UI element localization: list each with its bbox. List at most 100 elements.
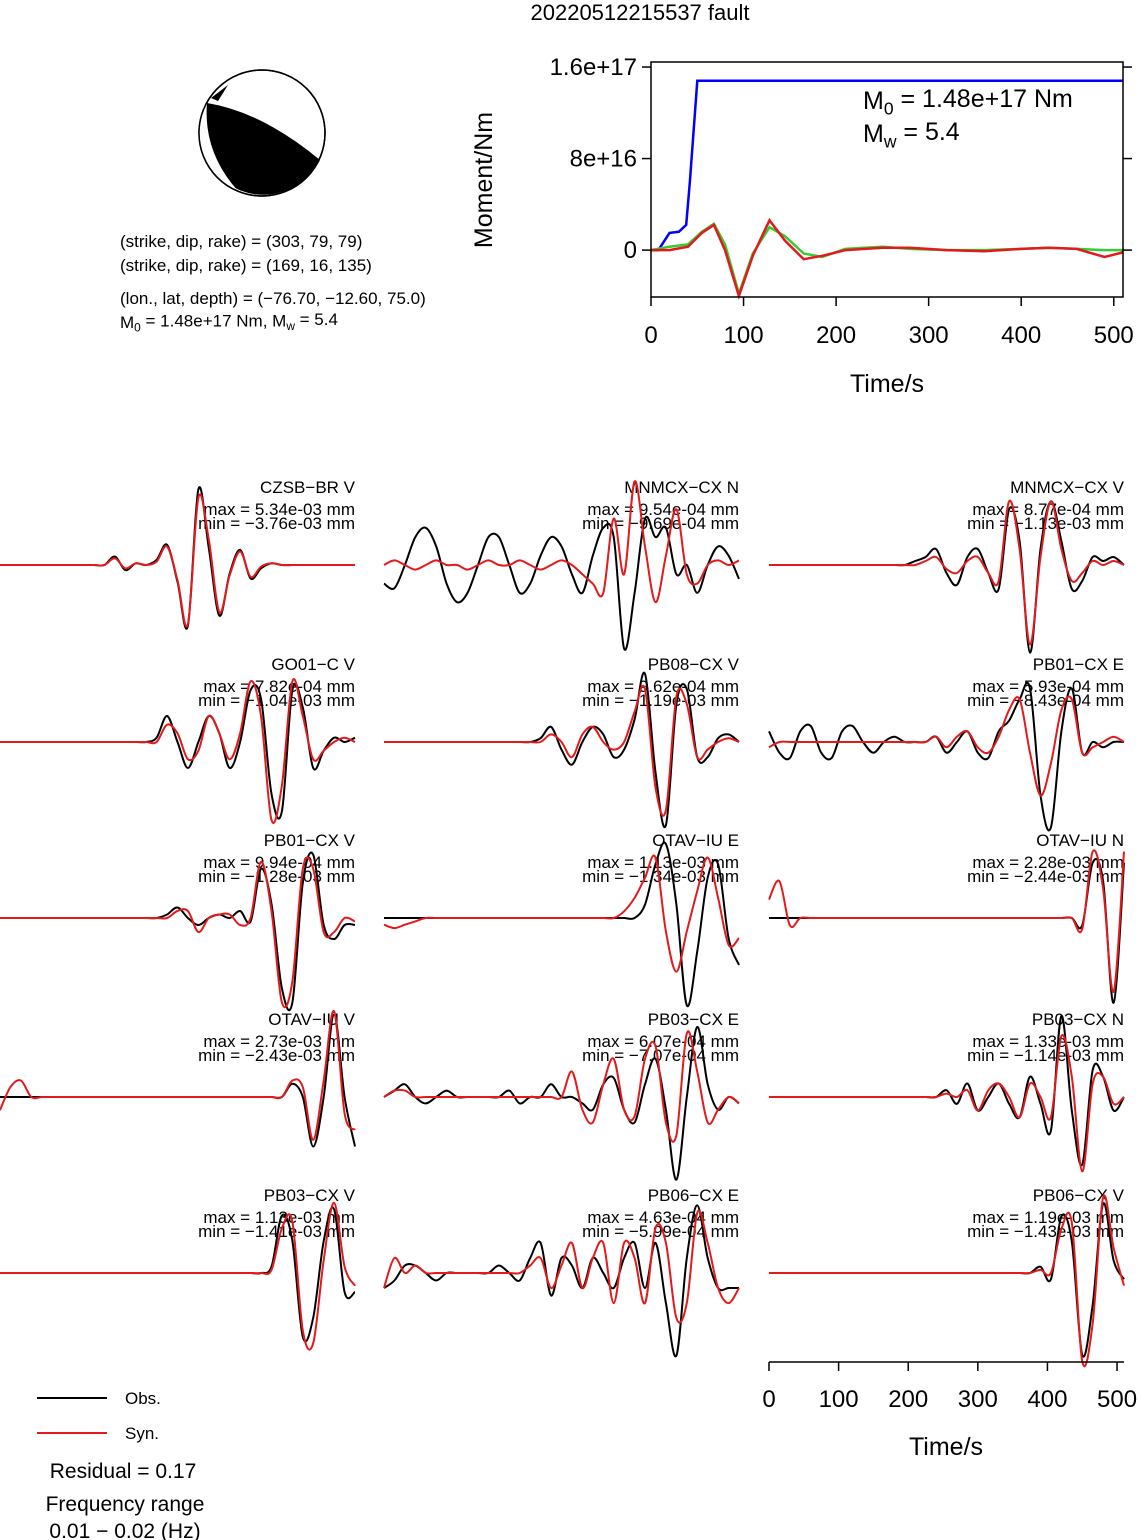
legend-label: Obs. xyxy=(125,1389,161,1408)
figure-title: 20220512215537 fault xyxy=(531,0,750,25)
mechanism-text: (lon., lat, depth) = (−76.70, −12.60, 75… xyxy=(120,289,426,308)
station-label: PB01−CX V xyxy=(264,831,356,850)
frequency-range: Frequency range xyxy=(46,1493,205,1516)
subscript: 0 xyxy=(884,98,894,118)
subscript: w xyxy=(285,319,295,333)
max-label: max = 9.54e-04 mm xyxy=(587,500,739,519)
min-label: min = −3.76e-03 mm xyxy=(198,514,355,533)
max-label: max = 5.34e-03 mm xyxy=(203,500,355,519)
frequency-range: 0.01 − 0.02 (Hz) xyxy=(49,1520,200,1540)
mechanism-text: (strike, dip, rake) = (303, 79, 79) xyxy=(120,232,362,251)
annotation: Mw = 5.4 xyxy=(863,118,960,152)
beachball-rim xyxy=(198,69,326,197)
waveform xyxy=(768,499,1125,646)
plot-frame xyxy=(650,61,1124,298)
x-tick-label: 200 xyxy=(888,1386,928,1413)
waveform xyxy=(0,678,356,824)
waveform xyxy=(383,1025,740,1181)
x-tick-label: 300 xyxy=(909,322,949,349)
text-part: = 5.4 xyxy=(295,310,338,329)
waveform xyxy=(768,849,1125,993)
waveform xyxy=(383,480,740,604)
legend-label: Syn. xyxy=(125,1424,159,1443)
annotation: M0 = 1.48e+17 Nm xyxy=(863,85,1073,119)
y-tick-label: 8e+16 xyxy=(570,146,637,173)
waveform xyxy=(383,515,740,651)
max-label: max = 1.19e-03 mm xyxy=(972,1208,1124,1227)
x-tick-label: 500 xyxy=(1094,322,1134,349)
y-tick-label: 0 xyxy=(624,237,637,264)
min-label: min = −1.41e-03 mm xyxy=(198,1222,355,1241)
text-part: = 1.48e+17 Nm xyxy=(894,85,1073,113)
waveform xyxy=(769,1033,1125,1173)
waveform xyxy=(0,1010,356,1141)
text-part: M xyxy=(863,87,884,115)
station-label: GO01−C V xyxy=(271,655,355,674)
station-label: OTAV−IU N xyxy=(1036,831,1124,850)
min-label: min = −5.99e-04 mm xyxy=(582,1222,739,1241)
x-axis-label: Time/s xyxy=(850,370,924,398)
min-label: min = −1.43e-03 mm xyxy=(967,1222,1124,1241)
station-label: PB06−CX V xyxy=(1033,1186,1125,1205)
y-tick-label: 1.6e+17 xyxy=(550,54,637,81)
residual: Residual = 0.17 xyxy=(50,1460,197,1483)
max-label: max = 9.94e-04 mm xyxy=(203,853,355,872)
waveform xyxy=(0,856,356,1009)
beachball-compression xyxy=(200,103,320,195)
station-label: MNMCX−CX V xyxy=(1010,478,1124,497)
station-label: MNMCX−CX N xyxy=(624,478,739,497)
x-tick-label: 300 xyxy=(958,1386,998,1413)
beachball xyxy=(198,69,326,197)
max-label: max = 1.33e-03 mm xyxy=(972,1032,1124,1051)
station-label: OTAV−IU V xyxy=(268,1010,355,1029)
min-label: min = −1.14e-03 mm xyxy=(967,1046,1124,1065)
beachball-wedge xyxy=(211,85,228,101)
x-tick-label: 100 xyxy=(724,322,764,349)
max-label: max = 7.82e-04 mm xyxy=(203,677,355,696)
text-part: M xyxy=(863,120,884,148)
min-label: min = −1.28e-03 mm xyxy=(198,867,355,886)
x-tick-label: 0 xyxy=(644,322,657,349)
max-label: max = 2.73e-03 mm xyxy=(203,1032,355,1051)
station-label: PB01−CX E xyxy=(1033,655,1124,674)
min-label: min = −8.43e-04 mm xyxy=(967,691,1124,710)
waveform xyxy=(0,493,355,628)
waveform xyxy=(383,1204,739,1358)
station-label: CZSB−BR V xyxy=(260,478,356,497)
series-line xyxy=(650,221,1123,298)
max-label: max = 2.28e-03 mm xyxy=(972,853,1124,872)
waveform xyxy=(768,681,1125,832)
waveform xyxy=(383,854,740,973)
station-label: PB03−CX N xyxy=(1032,1010,1124,1029)
x-tick-label: 200 xyxy=(816,322,856,349)
waveform xyxy=(0,1201,356,1351)
text-part: M xyxy=(120,313,134,332)
x-tick-label: 500 xyxy=(1097,1386,1137,1413)
y-axis-label: Moment/Nm xyxy=(470,112,498,248)
waveform xyxy=(0,682,356,820)
x-axis-label: Time/s xyxy=(909,1433,983,1461)
series-line xyxy=(651,217,1124,300)
beachball-dilatation xyxy=(199,103,238,191)
min-label: min = −1.19e-03 mm xyxy=(582,691,739,710)
max-label: max = 1.13e-03 mm xyxy=(587,853,739,872)
min-label: min = −2.43e-03 mm xyxy=(198,1046,355,1065)
x-tick-label: 100 xyxy=(819,1386,859,1413)
waveform xyxy=(768,695,1125,797)
x-tick-label: 0 xyxy=(762,1386,775,1413)
station-label: PB03−CX V xyxy=(264,1186,356,1205)
